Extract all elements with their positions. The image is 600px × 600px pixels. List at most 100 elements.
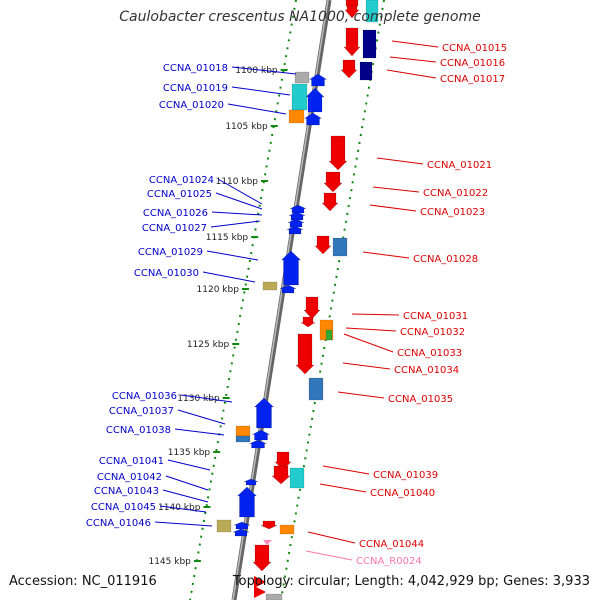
gene-label-ccna_01019: CCNA_01019 xyxy=(163,83,228,94)
gene-fwd xyxy=(235,435,251,443)
gene-label-ccna_01020: CCNA_01020 xyxy=(159,100,224,111)
gene-label-ccna_01017: CCNA_01017 xyxy=(440,74,505,85)
gene-fwd xyxy=(253,397,275,429)
gene-label-ccna_01028: CCNA_01028 xyxy=(413,254,478,265)
gene-label-ccna_01024: CCNA_01024 xyxy=(149,175,214,186)
gene-fwd xyxy=(249,439,267,449)
scale-label: 1140 kbp xyxy=(158,503,201,513)
gene-label-ccna_01046-connector xyxy=(154,521,213,527)
gene-label-ccna_01025-connector xyxy=(215,192,263,210)
gene-label-ccna_01029: CCNA_01029 xyxy=(138,247,203,258)
gene-fwd xyxy=(286,225,304,235)
gene-rev xyxy=(345,0,359,7)
gene-rev xyxy=(308,377,324,401)
genome-summary: Topology: circular; Length: 4,042,929 bp… xyxy=(232,574,590,589)
gene-label-ccna_01019-connector xyxy=(231,86,291,96)
scale-label: 1120 kbp xyxy=(197,285,240,295)
gene-label-ccna_01040-connector xyxy=(319,483,367,493)
scale-label: 1135 kbp xyxy=(168,448,211,458)
gene-fwd xyxy=(252,429,270,441)
gene-label-ccna_01016: CCNA_01016 xyxy=(440,58,505,69)
gene-rev xyxy=(295,333,315,375)
accession-label: Accession: NC_011916 xyxy=(9,574,157,589)
gene-label-ccna_01046: CCNA_01046 xyxy=(86,518,151,529)
gene-fwd xyxy=(233,521,251,530)
gene-rna xyxy=(263,540,272,545)
scale-label: 1115 kbp xyxy=(206,233,249,243)
gene-label-ccna_01029-connector xyxy=(206,250,259,261)
gene-label-ccna_01026-connector xyxy=(211,211,263,216)
gene-rev xyxy=(274,451,292,471)
map-title: Caulobacter crescentus NA1000, complete … xyxy=(119,9,481,25)
gene-label-ccna_01033: CCNA_01033 xyxy=(397,348,462,359)
gene-label-ccna_01020-connector xyxy=(227,103,287,115)
gene-label-ccna_01040: CCNA_01040 xyxy=(370,488,435,499)
gene-rev xyxy=(323,171,343,193)
gene-rev xyxy=(254,586,266,598)
gene-rev xyxy=(279,524,295,535)
gene-label-ccna_01022-connector xyxy=(372,186,420,193)
tick-ring-inner xyxy=(189,0,297,600)
gene-label-ccna_01015: CCNA_01015 xyxy=(442,43,507,54)
gene-label-ccna_01022: CCNA_01022 xyxy=(423,188,488,199)
gene-rev xyxy=(314,235,332,255)
gene-label-ccna_01031: CCNA_01031 xyxy=(403,311,468,322)
scale-label: 1145 kbp xyxy=(148,557,191,567)
gene-label-ccna_01021: CCNA_01021 xyxy=(427,160,492,171)
gene-label-ccna_01039: CCNA_01039 xyxy=(373,470,438,481)
gene-fwd xyxy=(280,250,302,286)
gene-label-ccna_01017-connector xyxy=(386,69,437,79)
gene-rev xyxy=(321,192,339,212)
gene-label-ccna_01043: CCNA_01043 xyxy=(94,486,159,497)
gene-fwd xyxy=(288,109,305,124)
gene-label-ccna_01030: CCNA_01030 xyxy=(134,268,199,279)
gene-label-ccna_01035-connector xyxy=(337,391,385,399)
gene-label-ccna_01027-connector xyxy=(210,220,261,228)
gene-label-ccna_01042: CCNA_01042 xyxy=(97,472,162,483)
gene-label-ccna_01038-connector xyxy=(174,428,225,436)
gene-rev xyxy=(300,316,316,328)
gene-label-ccna_01023: CCNA_01023 xyxy=(420,207,485,218)
gene-rev xyxy=(343,27,361,57)
gene-fwd xyxy=(294,71,310,84)
gene-label-ccna_01021-connector xyxy=(376,157,424,165)
gene-fwd xyxy=(279,284,297,294)
gene-label-ccna_01023-connector xyxy=(369,204,417,212)
gene-rev xyxy=(289,467,305,489)
scale-label: 1110 kbp xyxy=(216,177,259,187)
gene-fwd xyxy=(308,73,328,87)
gene-label-ccna_01026: CCNA_01026 xyxy=(143,208,208,219)
gene-fwd xyxy=(235,425,251,437)
gene-label-ccna_01036: CCNA_01036 xyxy=(112,391,177,402)
gene-fwd xyxy=(288,211,306,221)
gene-rev xyxy=(260,520,278,530)
gene-label-ccna_01018-connector xyxy=(231,66,297,75)
gene-fwd xyxy=(236,486,258,518)
gene-label-ccna_01034-connector xyxy=(342,362,391,370)
gene-label-ccna_01045-connector xyxy=(159,505,207,513)
gene-rev xyxy=(332,237,348,257)
gene-label-ccna_01035: CCNA_01035 xyxy=(388,394,453,405)
gene-label-ccna_01045: CCNA_01045 xyxy=(91,502,156,513)
gene-label-ccna_01037: CCNA_01037 xyxy=(109,406,174,417)
gene-label-ccna_01039-connector xyxy=(322,465,370,475)
gene-label-ccna_01043-connector xyxy=(162,489,209,503)
gene-label-ccna_01037-connector xyxy=(177,409,226,425)
gene-label-ccna_01030-connector xyxy=(202,271,256,283)
gene-fwd xyxy=(287,218,305,228)
gene-fwd xyxy=(243,478,259,486)
gene-rev xyxy=(340,59,358,79)
gene-rev xyxy=(252,544,272,572)
gene-label-ccna_01024-connector xyxy=(217,178,263,205)
gene-rev xyxy=(328,135,348,171)
gene-label-ccna_01015-connector xyxy=(391,40,439,48)
gene-label-ccna_01044: CCNA_01044 xyxy=(359,539,424,550)
gene-fwd xyxy=(291,83,308,111)
gene-fwd xyxy=(262,281,278,291)
gene-label-ccna_01034: CCNA_01034 xyxy=(394,365,459,376)
gene-label-ccna_r0024-connector xyxy=(305,550,353,561)
gene-label-ccna_01025: CCNA_01025 xyxy=(147,189,212,200)
gene-rev xyxy=(362,29,377,59)
gene-label-ccna_01031-connector xyxy=(351,313,400,316)
